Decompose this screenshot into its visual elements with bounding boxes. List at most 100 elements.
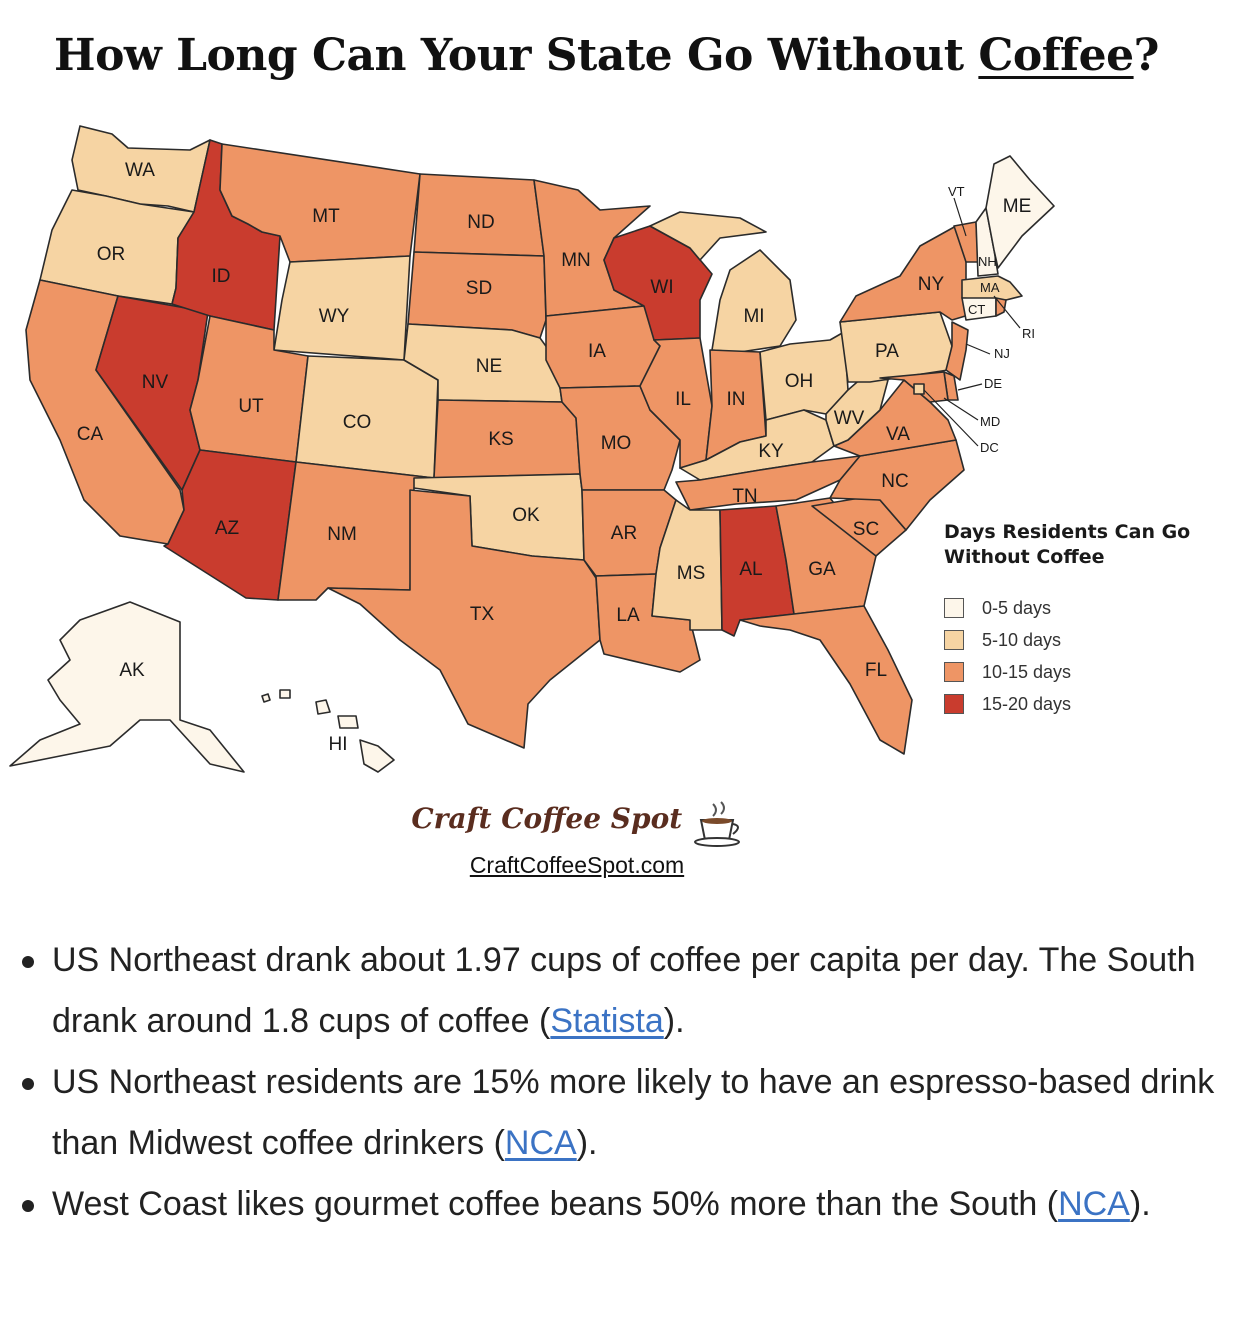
state-label-id: ID — [212, 266, 231, 287]
state-label-me: ME — [1003, 196, 1032, 217]
state-label-ok: OK — [512, 505, 540, 526]
list-item: US Northeast drank about 1.97 cups of co… — [16, 930, 1216, 1052]
state-label-il: IL — [675, 389, 691, 410]
state-label-wa: WA — [125, 160, 155, 181]
state-label-dc: DC — [980, 440, 999, 455]
brand-name: Craft Coffee Spot — [411, 802, 683, 836]
state-label-wy: WY — [319, 306, 350, 327]
legend-swatch — [944, 630, 964, 650]
state-label-or: OR — [97, 244, 126, 265]
state-label-al: AL — [739, 559, 762, 580]
list-item: US Northeast residents are 15% more like… — [16, 1052, 1216, 1174]
fact-close: ). — [576, 1124, 598, 1162]
state-label-ga: GA — [808, 559, 836, 580]
state-label-wv: WV — [834, 408, 865, 429]
callout-lines — [923, 197, 1021, 447]
state-label-mn: MN — [561, 250, 591, 271]
fact-close: ). — [663, 1002, 685, 1040]
legend-item: 5-10 days — [944, 624, 1194, 656]
state-il — [639, 337, 713, 469]
legend-swatch — [944, 662, 964, 682]
list-item: West Coast likes gourmet coffee beans 50… — [16, 1174, 1216, 1235]
state-label-fl: FL — [865, 660, 887, 681]
state-wa — [71, 125, 211, 213]
state-label-ri: RI — [1022, 326, 1035, 341]
state-label-ma: MA — [980, 280, 1000, 295]
legend-swatch — [944, 598, 964, 618]
state-label-nd: ND — [467, 212, 494, 233]
state-label-ia: IA — [588, 341, 606, 362]
state-wy — [273, 255, 411, 361]
state-label-la: LA — [616, 605, 640, 626]
state-label-ms: MS — [677, 563, 706, 584]
fact-text: US Northeast residents are 15% more like… — [52, 1063, 1215, 1162]
state-label-pa: PA — [875, 341, 899, 362]
state-label-de: DE — [984, 376, 1002, 391]
state-label-nv: NV — [142, 372, 169, 393]
page-title: How Long Can Your State Go Without Coffe… — [54, 30, 1159, 81]
state-me — [985, 155, 1055, 269]
state-label-va: VA — [886, 424, 910, 445]
state-label-tx: TX — [470, 604, 495, 625]
title-question-mark: ? — [1133, 30, 1160, 81]
state-label-wi: WI — [650, 277, 673, 298]
coffee-cup-icon — [693, 801, 740, 847]
us-map: WA OR CA NV ID MT WY UT AZ CO NM ND SD N… — [9, 125, 1055, 773]
state-label-ct: CT — [968, 302, 985, 317]
state-hi — [261, 689, 395, 773]
state-label-az: AZ — [215, 518, 240, 539]
state-label-ne: NE — [476, 356, 502, 377]
state-label-mt: MT — [312, 206, 340, 227]
state-label-nc: NC — [881, 471, 908, 492]
legend-label: 5-10 days — [982, 629, 1062, 650]
state-ri — [995, 297, 1007, 317]
state-label-sd: SD — [466, 278, 492, 299]
legend-swatch — [944, 694, 964, 714]
legend-title: Days Residents Can Go Without Coffee — [944, 521, 1191, 568]
title-text: How Long Can Your State Go Without — [54, 30, 979, 81]
state-label-mi: MI — [743, 306, 764, 327]
legend-label: 0-5 days — [982, 597, 1052, 618]
state-label-nh: NH — [978, 254, 997, 269]
source-link-statista[interactable]: Statista — [550, 1002, 664, 1040]
state-label-hi: HI — [329, 734, 348, 755]
state-label-ky: KY — [758, 441, 784, 462]
state-label-co: CO — [343, 412, 372, 433]
state-ms — [651, 499, 723, 631]
state-label-ar: AR — [611, 523, 637, 544]
brand: Craft Coffee Spot — [0, 800, 1160, 848]
state-label-tn: TN — [732, 486, 757, 507]
legend-label: 15-20 days — [982, 693, 1072, 714]
state-label-ut: UT — [238, 396, 264, 417]
facts-list: US Northeast drank about 1.97 cups of co… — [16, 930, 1216, 1235]
legend: Days Residents Can Go Without Coffee 0-5… — [944, 520, 1194, 720]
legend-item: 0-5 days — [944, 592, 1194, 624]
state-nj — [945, 321, 969, 381]
source-link-nca[interactable]: NCA — [504, 1124, 577, 1162]
legend-item: 10-15 days — [944, 656, 1194, 688]
state-wv — [825, 375, 889, 447]
state-label-ak: AK — [119, 660, 145, 681]
state-tx — [327, 489, 601, 749]
state-label-nm: NM — [327, 524, 357, 545]
fact-text: US Northeast drank about 1.97 cups of co… — [52, 941, 1196, 1040]
state-label-ny: NY — [918, 274, 945, 295]
state-label-md: MD — [980, 414, 1000, 429]
state-fl — [739, 605, 913, 755]
title-underlined-word: Coffee — [978, 30, 1134, 81]
state-ak — [9, 601, 245, 773]
legend-item: 15-20 days — [944, 688, 1194, 720]
state-label-mo: MO — [601, 433, 632, 454]
source-link-nca[interactable]: NCA — [1058, 1185, 1130, 1223]
state-label-oh: OH — [785, 371, 814, 392]
state-label-nj: NJ — [994, 346, 1010, 361]
state-mt — [219, 143, 421, 263]
state-label-ks: KS — [488, 429, 513, 450]
brand-url-link[interactable]: CraftCoffeeSpot.com — [469, 852, 685, 878]
legend-label: 10-15 days — [982, 661, 1072, 682]
state-label-vt: VT — [948, 184, 965, 199]
state-dc — [913, 383, 925, 395]
fact-close: ). — [1129, 1185, 1151, 1223]
state-label-sc: SC — [853, 519, 879, 540]
fact-text: West Coast likes gourmet coffee beans 50… — [52, 1185, 1059, 1223]
